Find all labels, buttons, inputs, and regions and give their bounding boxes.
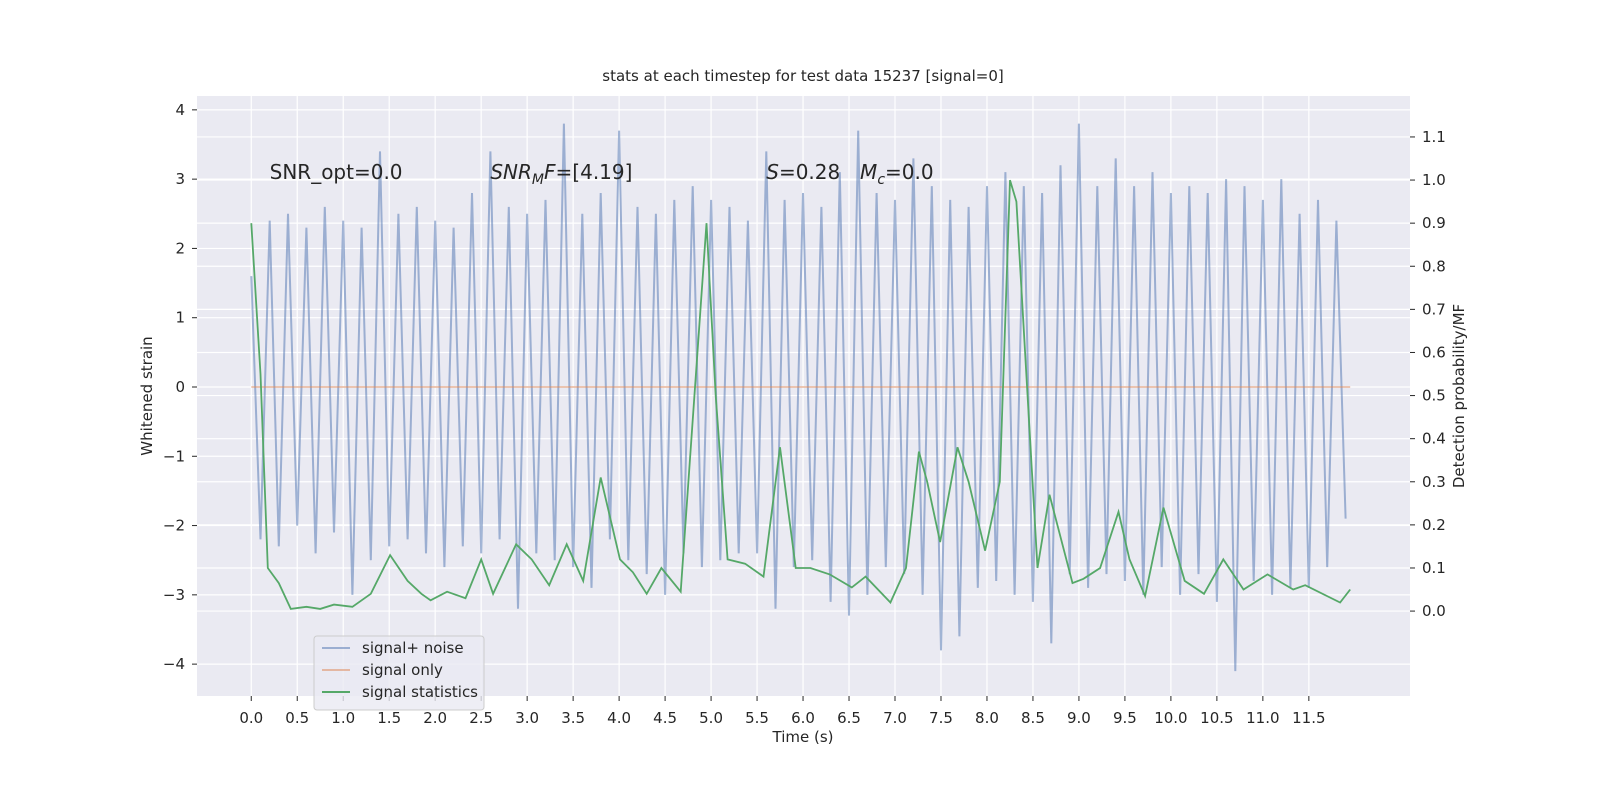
annotation: S=0.28 xyxy=(766,160,840,184)
y2-tick-label: 0.5 xyxy=(1422,387,1446,405)
y2-tick-label: 0.3 xyxy=(1422,473,1446,491)
legend-label: signal statistics xyxy=(362,683,478,701)
x-tick-label: 6.0 xyxy=(791,709,815,727)
x-tick-label: 9.5 xyxy=(1113,709,1137,727)
y2-tick-label: 0.6 xyxy=(1422,343,1446,361)
y-tick-label: 1 xyxy=(175,309,185,327)
x-tick-label: 1.0 xyxy=(331,709,355,727)
x-tick-label: 5.5 xyxy=(745,709,769,727)
annotation-part: c xyxy=(877,172,885,188)
y-tick-label: 0 xyxy=(175,378,185,396)
legend-label: signal only xyxy=(362,661,443,679)
x-tick-label: 10.0 xyxy=(1154,709,1187,727)
x-axis-label: Time (s) xyxy=(772,728,834,746)
y2-tick-label: 1.1 xyxy=(1422,128,1446,146)
y2-tick-label: 0.9 xyxy=(1422,214,1446,232)
y-tick-label: 4 xyxy=(175,101,185,119)
x-tick-label: 1.5 xyxy=(377,709,401,727)
x-tick-label: 7.5 xyxy=(929,709,953,727)
x-tick-label: 2.5 xyxy=(469,709,493,727)
y2-tick-label: 0.0 xyxy=(1422,602,1446,620)
y2-tick-label: 0.7 xyxy=(1422,300,1446,318)
annotation-part: S xyxy=(766,160,779,184)
chart-title: stats at each timestep for test data 152… xyxy=(602,67,1003,85)
annotation-part: M xyxy=(532,172,544,188)
x-tick-label: 4.0 xyxy=(607,709,631,727)
series-line xyxy=(250,179,1351,610)
y-tick-label: −3 xyxy=(163,586,185,604)
legend-box xyxy=(313,635,485,711)
annotation-part: F xyxy=(544,160,556,184)
y-tick-label: 2 xyxy=(175,239,185,257)
y-tick-label: −2 xyxy=(163,517,185,535)
y2-axis-label: Detection probability/MF xyxy=(1450,304,1468,488)
x-tick-label: 0.0 xyxy=(239,709,263,727)
x-tick-label: 10.5 xyxy=(1200,709,1233,727)
x-tick-label: 8.5 xyxy=(1021,709,1045,727)
y2-tick-label: 1.0 xyxy=(1422,171,1446,189)
annotation-part: =[4.19] xyxy=(556,160,633,184)
legend-label: signal+ noise xyxy=(362,639,464,657)
annotation: Mc=0.0 xyxy=(860,160,934,188)
x-tick-label: 3.5 xyxy=(561,709,585,727)
y-tick-label: −4 xyxy=(163,655,185,673)
series-line xyxy=(250,123,1347,672)
y-tick-label: 3 xyxy=(175,170,185,188)
y2-tick-label: 0.1 xyxy=(1422,559,1446,577)
y2-tick-label: 0.4 xyxy=(1422,430,1446,448)
x-tick-label: 2.0 xyxy=(423,709,447,727)
x-tick-label: 11.0 xyxy=(1246,709,1279,727)
x-tick-label: 0.5 xyxy=(285,709,309,727)
x-tick-label: 4.5 xyxy=(653,709,677,727)
annotation: SNR_opt=0.0 xyxy=(270,160,403,184)
x-tick-label: 6.5 xyxy=(837,709,861,727)
annotation: SNRMF=[4.19] xyxy=(490,160,632,188)
annotation-part: =0.28 xyxy=(779,160,840,184)
grid xyxy=(197,96,1410,696)
annotation-part: SNR xyxy=(490,160,532,184)
annotation-part: M xyxy=(860,160,877,184)
x-tick-label: 3.0 xyxy=(515,709,539,727)
x-tick-label: 9.0 xyxy=(1067,709,1091,727)
annotation-part: SNR_opt=0.0 xyxy=(270,160,403,184)
x-tick-label: 5.0 xyxy=(699,709,723,727)
y-tick-label: −1 xyxy=(163,447,185,465)
x-tick-label: 7.0 xyxy=(883,709,907,727)
x-tick-label: 8.0 xyxy=(975,709,999,727)
y2-tick-label: 0.2 xyxy=(1422,516,1446,534)
y2-tick-label: 0.8 xyxy=(1422,257,1446,275)
y-axis-label: Whitened strain xyxy=(138,336,156,455)
x-tick-label: 11.5 xyxy=(1292,709,1325,727)
annotation-part: =0.0 xyxy=(885,160,934,184)
